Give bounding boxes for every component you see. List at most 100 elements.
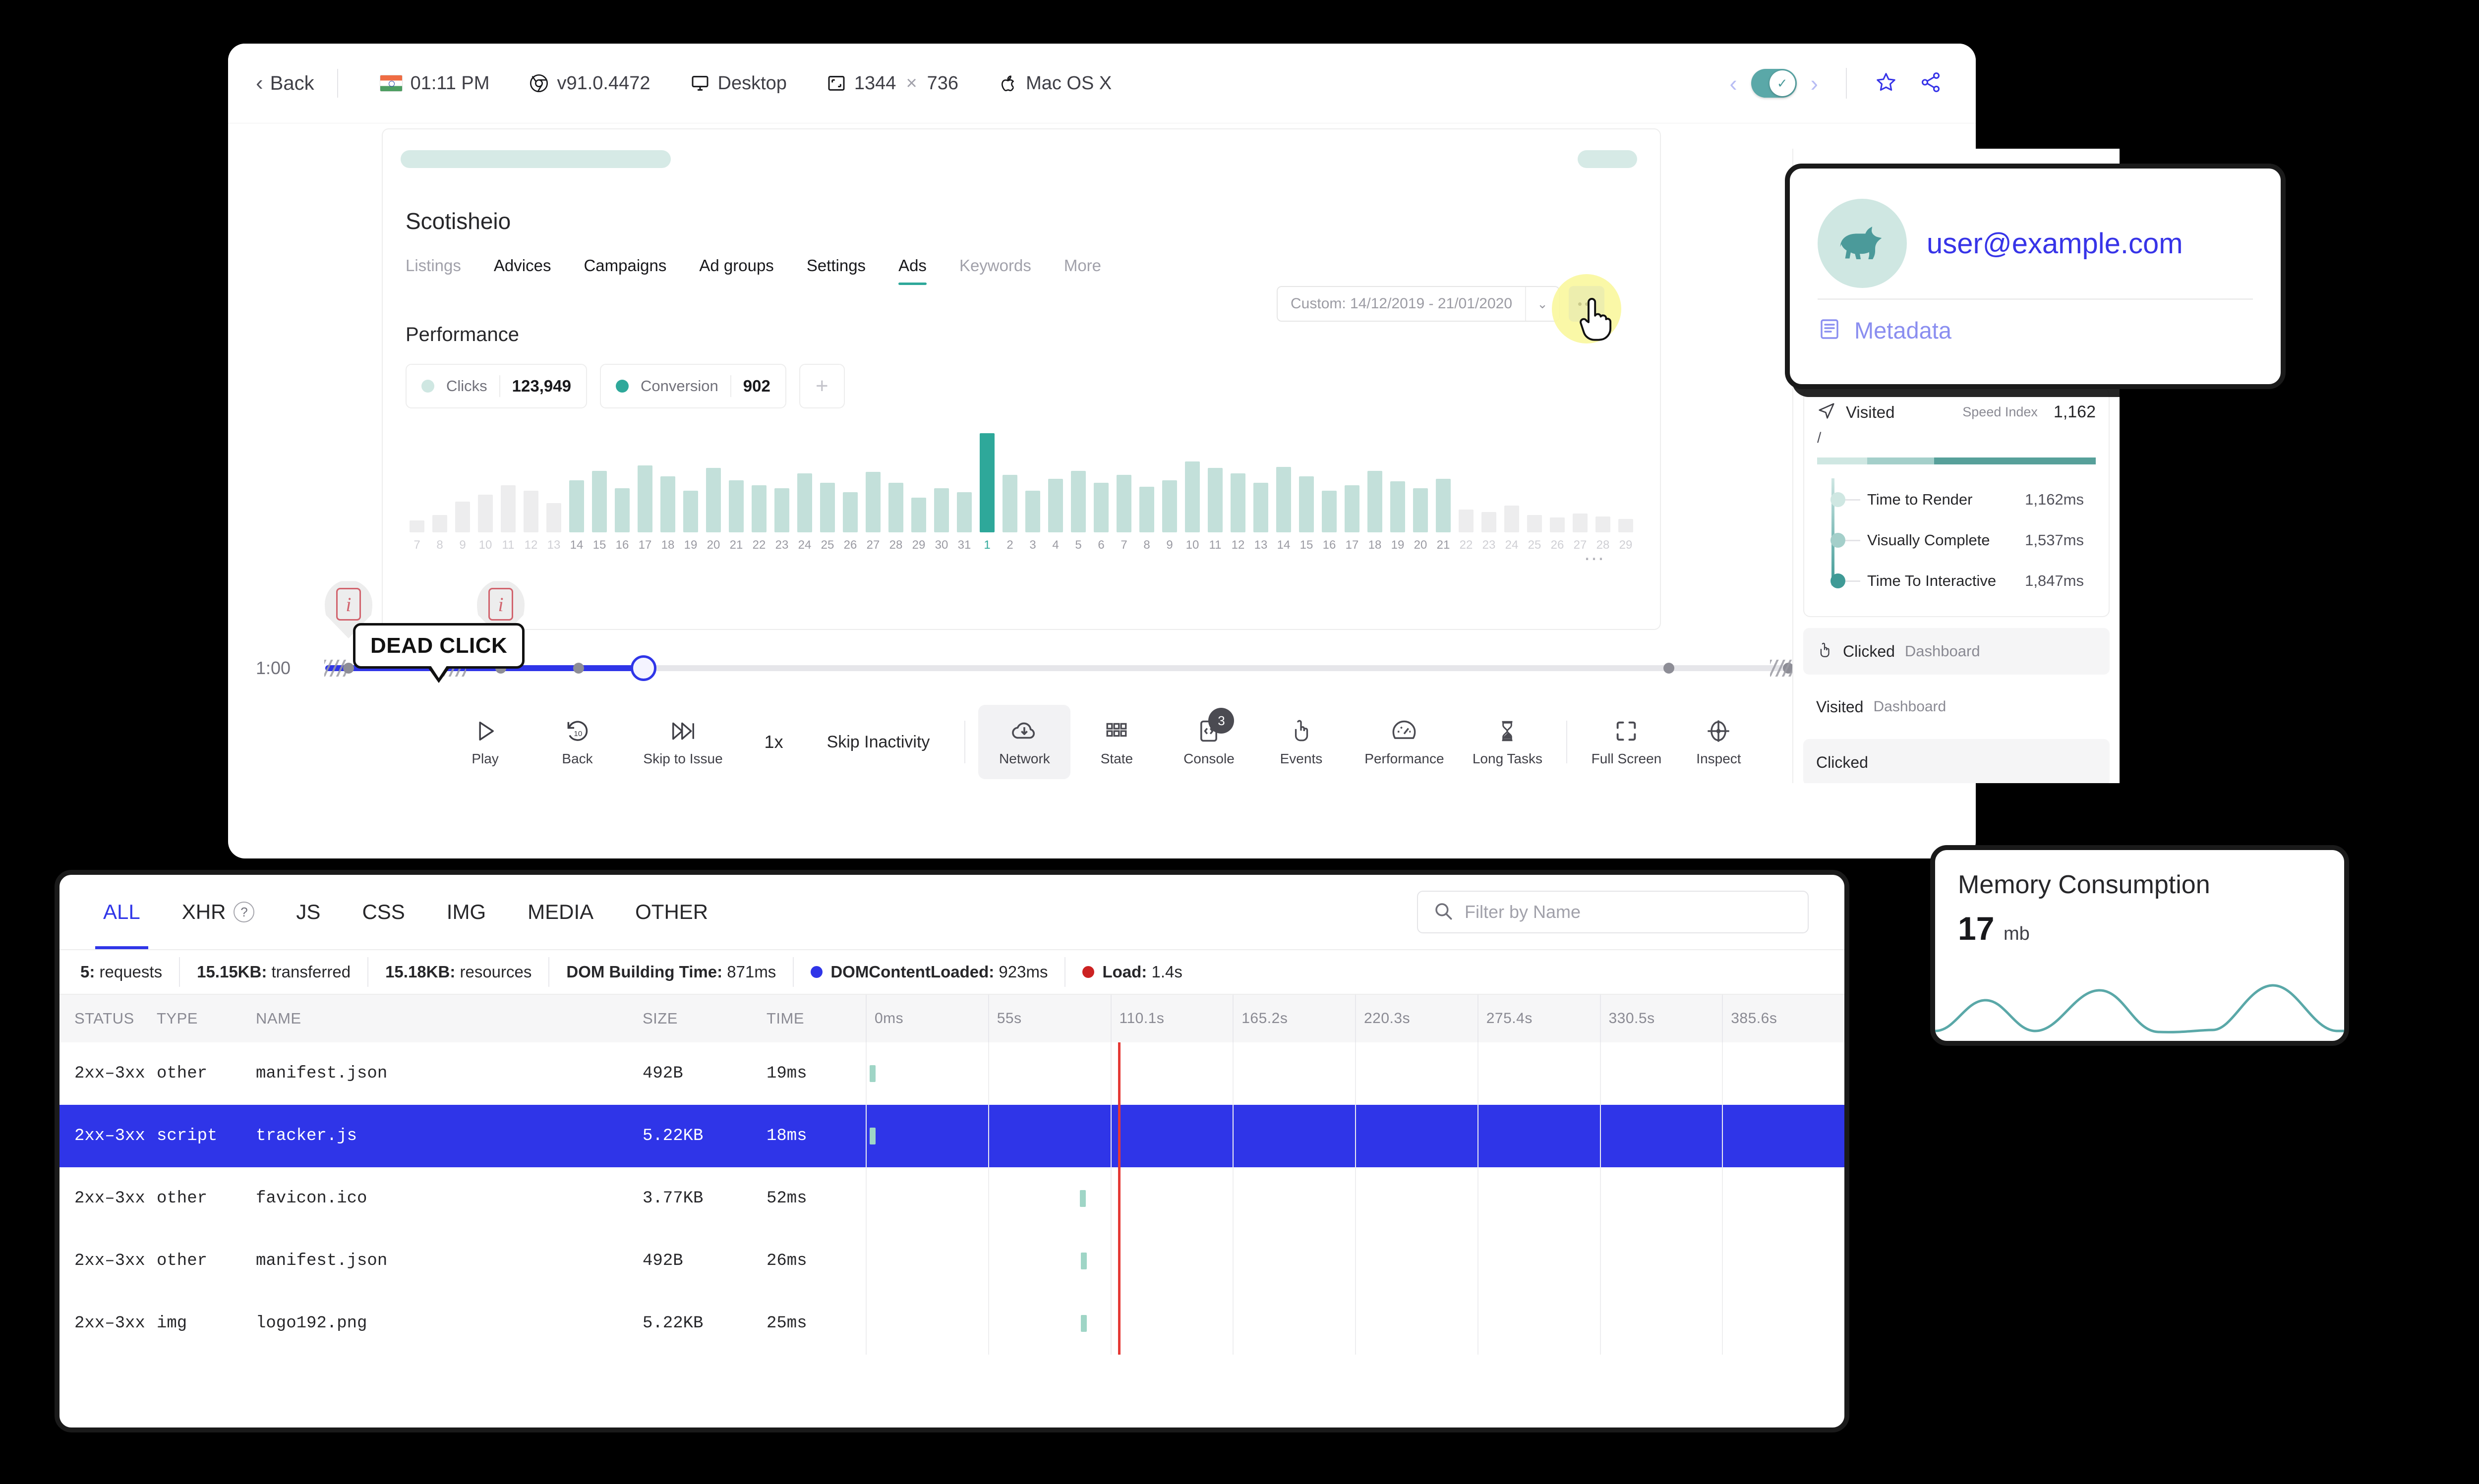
network-tab-other[interactable]: OTHER [635,900,708,923]
chart-bar[interactable] [1272,433,1295,532]
page-tab-advices[interactable]: Advices [493,256,551,275]
performance-more-icon[interactable]: … [1583,541,1606,565]
chart-bar[interactable] [1546,433,1569,532]
page-tab-listings[interactable]: Listings [406,256,461,275]
chart-bar[interactable] [634,433,656,532]
metadata-link[interactable]: Metadata [1818,317,2253,344]
chart-bar[interactable] [1318,433,1341,532]
back-button[interactable]: ‹ Back [256,72,337,95]
chart-bar[interactable] [1341,433,1363,532]
network-tab-xhr[interactable]: XHR ? [161,875,276,949]
chart-bar[interactable] [1523,433,1546,532]
timeline-event-marker[interactable] [573,663,584,674]
stat-card-clicks[interactable]: Clicks 123,949 [406,364,587,408]
chart-bar[interactable] [1227,433,1249,532]
chart-bar[interactable] [885,433,907,532]
page-tab-keywords[interactable]: Keywords [959,256,1031,275]
session-status-toggle[interactable]: ✓ [1751,69,1797,98]
chart-bar[interactable] [656,433,679,532]
date-range-selector[interactable]: Custom: 14/12/2019 - 21/01/2020 ⌄ [1277,286,1560,322]
chart-bar[interactable] [1249,433,1272,532]
tool-full-screen[interactable]: Full Screen [1580,705,1672,779]
chart-bar[interactable] [1090,433,1113,532]
tool-long-tasks[interactable]: Long Tasks [1461,705,1553,779]
timeline-event-marker[interactable] [343,663,354,674]
bookmark-star-icon[interactable] [1864,71,1908,96]
playback-speed-button[interactable]: 1x [764,732,783,752]
network-tab-js[interactable]: JS [296,900,321,923]
chart-bar[interactable] [1569,433,1592,532]
table-row[interactable]: 2xx–3xx script tracker.js 5.22KB 18ms [59,1105,1844,1167]
chart-bar[interactable] [1044,433,1067,532]
chart-bar[interactable] [953,433,976,532]
chart-bar[interactable] [497,433,520,532]
chart-bar[interactable] [1386,433,1409,532]
chart-bar[interactable] [588,433,611,532]
chart-bar[interactable] [1409,433,1432,532]
chart-bar[interactable] [999,433,1021,532]
col-name[interactable]: NAME [256,1010,301,1027]
tool-events[interactable]: Events [1255,705,1347,779]
chart-bar[interactable] [1181,433,1204,532]
stat-card-conversion[interactable]: Conversion 902 [599,364,786,408]
event-row-clicked-dashboard[interactable]: Clicked Dashboard [1803,628,2110,675]
chart-bar[interactable] [770,433,793,532]
network-tab-img[interactable]: IMG [446,900,486,923]
user-email[interactable]: user@example.com [1927,227,2183,260]
event-row-clicked-2[interactable]: Clicked [1803,739,2110,783]
chart-bar[interactable] [1363,433,1386,532]
timeline-playhead[interactable] [631,655,657,681]
network-filter-box[interactable] [1417,891,1809,933]
col-status[interactable]: STATUS [74,1010,134,1027]
page-tab-settings[interactable]: Settings [806,256,866,275]
skip-inactivity-toggle[interactable]: Skip Inactivity [826,732,930,751]
next-session-button[interactable]: › [1810,70,1818,96]
help-icon[interactable]: ? [234,902,255,922]
network-tab-css[interactable]: CSS [362,900,405,923]
col-time[interactable]: TIME [767,1010,805,1027]
event-row-visited-dashboard[interactable]: Visited Dashboard [1803,684,2110,730]
skip-to-issue-button[interactable]: Skip to Issue [624,705,743,779]
timeline-event-marker[interactable] [1663,663,1675,674]
network-tab-media[interactable]: MEDIA [528,900,594,923]
tool-performance[interactable]: Performance [1347,705,1461,779]
chart-bar[interactable] [862,433,885,532]
chart-bar[interactable] [748,433,770,532]
chart-bar[interactable] [1455,433,1477,532]
page-tab-campaigns[interactable]: Campaigns [584,256,667,275]
chart-bar[interactable] [839,433,862,532]
chart-bar[interactable] [1592,433,1614,532]
chart-bar[interactable] [930,433,953,532]
chart-bar[interactable] [816,433,839,532]
chart-bar[interactable] [1135,433,1158,532]
chart-bar[interactable] [428,433,451,532]
table-row[interactable]: 2xx–3xx img logo192.png 5.22KB 25ms [59,1292,1844,1355]
chart-bar[interactable] [406,433,428,532]
col-size[interactable]: SIZE [643,1010,678,1027]
chart-bar[interactable] [1204,433,1227,532]
tool-network[interactable]: Network [978,705,1071,779]
prev-session-button[interactable]: ‹ [1729,70,1737,96]
back-button[interactable]: 10 Back [531,705,624,779]
network-tab-all[interactable]: ALL [82,875,161,949]
chart-bar[interactable] [1477,433,1500,532]
chart-bar[interactable] [1295,433,1318,532]
chart-bar[interactable] [565,433,588,532]
search-input[interactable] [1465,902,1793,922]
chart-bar[interactable] [725,433,748,532]
tool-state[interactable]: State [1070,705,1163,779]
timeline-scrubber[interactable]: i i [324,581,1879,681]
chart-bar[interactable] [1067,433,1090,532]
chart-bar[interactable] [907,433,930,532]
chart-bar[interactable] [793,433,816,532]
play-button[interactable]: Play [439,705,531,779]
tool-console[interactable]: 3 Console [1163,705,1255,779]
table-row[interactable]: 2xx–3xx other manifest.json 492B 19ms [59,1042,1844,1105]
share-icon[interactable] [1908,71,1953,96]
chart-bar[interactable] [1614,433,1637,532]
add-metric-button[interactable]: + [799,364,845,408]
chart-bar[interactable] [611,433,634,532]
chart-bar[interactable] [1113,433,1135,532]
chart-bar[interactable] [451,433,474,532]
page-tab-ads[interactable]: Ads [898,256,927,285]
